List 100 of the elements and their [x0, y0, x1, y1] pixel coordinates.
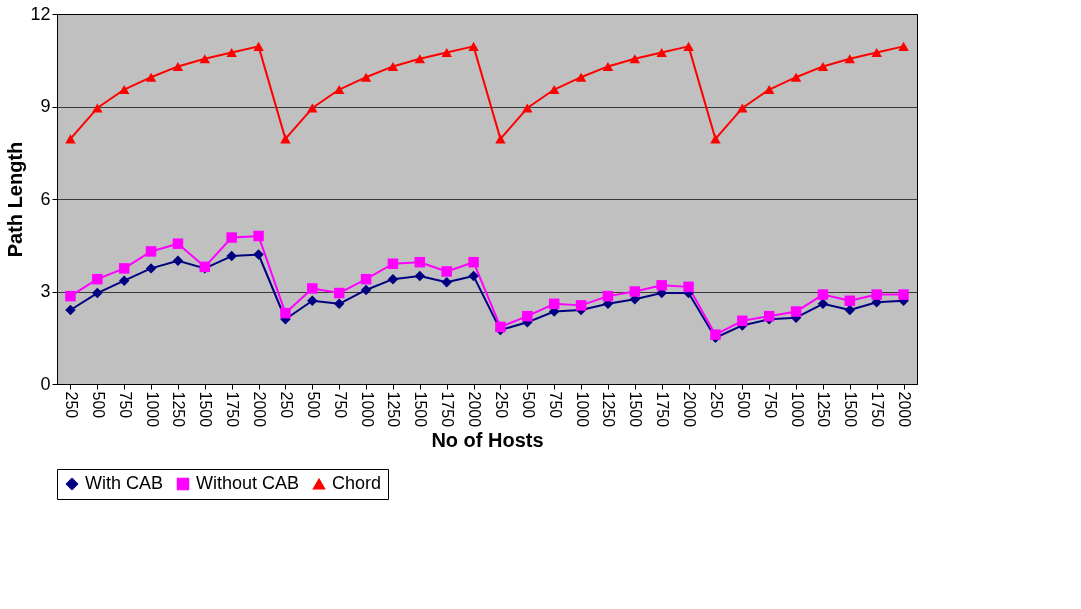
point — [172, 238, 184, 249]
point — [548, 298, 560, 310]
x-tick-label: 1750 — [439, 391, 457, 428]
point — [65, 134, 76, 144]
point — [333, 287, 345, 299]
point — [844, 295, 856, 306]
x-tick-label: 750 — [116, 391, 134, 419]
point — [226, 250, 237, 262]
x-tick-label: 250 — [707, 391, 725, 419]
point — [763, 85, 775, 95]
point — [172, 255, 184, 266]
x-tick-label: 1250 — [815, 391, 833, 428]
point — [253, 249, 264, 260]
point — [360, 72, 372, 82]
x-tick-label: 1000 — [573, 391, 591, 428]
point — [253, 41, 264, 51]
point — [522, 103, 533, 113]
point — [92, 103, 103, 113]
point — [414, 54, 426, 64]
point — [226, 232, 237, 243]
point — [495, 134, 506, 144]
x-tick-label: 750 — [331, 391, 349, 419]
x-tick-label: 1250 — [170, 391, 188, 428]
point — [118, 275, 130, 286]
point — [307, 295, 318, 306]
x-tick-label: 2000 — [466, 391, 484, 428]
point — [710, 134, 721, 144]
y-tick-label: 12 — [30, 3, 51, 24]
point — [656, 48, 667, 58]
point — [360, 273, 372, 285]
x-tick-label: 1500 — [197, 391, 215, 428]
x-tick-label: 500 — [519, 391, 537, 419]
point — [65, 290, 76, 302]
legend-label: Without CAB — [196, 473, 300, 493]
point — [871, 48, 882, 58]
x-tick-label: 1250 — [385, 391, 403, 428]
point — [118, 85, 130, 95]
legend-label: With CAB — [85, 473, 164, 493]
point — [65, 304, 76, 316]
point — [844, 54, 856, 64]
point — [199, 54, 211, 64]
y-tick-label: 9 — [40, 96, 51, 116]
x-tick-label: 1750 — [869, 391, 887, 428]
point — [629, 54, 641, 64]
y-tick-label: 6 — [40, 188, 51, 209]
x-tick-label: 1750 — [224, 391, 242, 428]
point — [790, 72, 802, 82]
x-tick-label: 500 — [89, 391, 107, 419]
point — [253, 230, 264, 242]
x-tick-label: 750 — [546, 391, 564, 419]
point — [737, 315, 748, 327]
point — [172, 61, 184, 71]
point — [387, 61, 399, 71]
point — [280, 134, 291, 144]
point — [898, 41, 909, 51]
x-tick-label: 250 — [277, 391, 295, 419]
point — [414, 256, 426, 268]
point — [683, 281, 694, 293]
x-tick-label: 1500 — [412, 391, 430, 428]
point — [307, 103, 318, 113]
x-tick-label: 1500 — [842, 391, 860, 428]
y-tick-label: 0 — [40, 373, 51, 394]
point — [145, 263, 157, 274]
point — [441, 277, 452, 288]
point — [92, 273, 103, 285]
x-tick-label: 250 — [492, 391, 510, 419]
point — [145, 246, 157, 257]
point — [468, 256, 479, 268]
point — [817, 298, 829, 310]
point — [414, 270, 426, 282]
point — [522, 310, 533, 322]
point — [575, 300, 587, 311]
point — [548, 85, 560, 95]
point — [468, 41, 479, 51]
point — [333, 298, 345, 310]
x-tick-label: 1000 — [788, 391, 806, 428]
point — [387, 273, 399, 285]
x-tick-label: 1250 — [600, 391, 618, 428]
x-axis-title: No of Hosts — [431, 429, 544, 452]
point — [817, 289, 829, 300]
point — [226, 48, 237, 58]
x-tick-label: 2000 — [896, 391, 914, 428]
point — [737, 103, 748, 113]
point — [468, 270, 479, 282]
point — [118, 263, 130, 274]
x-tick-label: 500 — [734, 391, 752, 419]
legend-label: Chord — [332, 473, 382, 493]
point — [333, 85, 345, 95]
x-tick-label: 1000 — [143, 391, 161, 428]
x-tick-label: 250 — [62, 391, 80, 419]
point — [307, 283, 318, 294]
x-tick-label: 1750 — [654, 391, 672, 428]
point — [280, 307, 291, 319]
point — [360, 284, 372, 296]
x-tick-label: 1000 — [358, 391, 376, 428]
point — [145, 72, 157, 82]
x-tick-label: 750 — [761, 391, 779, 419]
point — [898, 289, 909, 300]
y-tick-label: 3 — [40, 281, 51, 301]
x-tick-label: 1500 — [627, 391, 645, 428]
